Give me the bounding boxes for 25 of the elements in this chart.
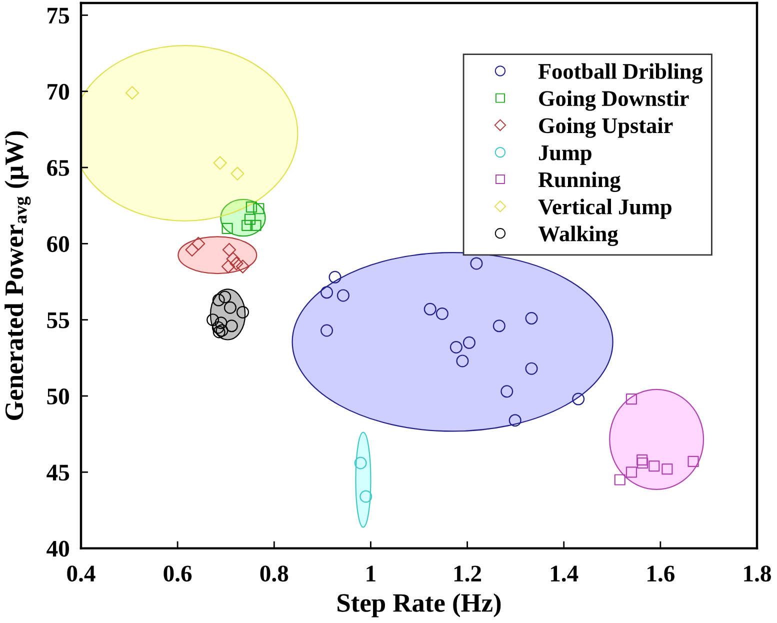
- x-tick-label: 1.8: [744, 566, 771, 582]
- legend-label: Football Dribling: [538, 63, 703, 84]
- legend-label: Going Upstair: [539, 118, 673, 138]
- x-tick-label: 1.2: [454, 566, 482, 582]
- x-tick-label: 1.4: [550, 566, 578, 582]
- legend-label: Vertical Jump: [538, 198, 672, 219]
- y-tick-label: 75: [48, 8, 70, 24]
- y-tick-label: 65: [47, 160, 70, 176]
- x-tick-label: 0.6: [164, 566, 192, 582]
- y-tick-label: 60: [47, 236, 69, 252]
- y-tick-label: 55: [47, 312, 70, 328]
- y-tick-label: 40: [46, 540, 69, 557]
- x-tick-label: 1: [366, 566, 376, 582]
- y-axis-title: Generated Power$_{avg}$ (μW): [4, 131, 31, 420]
- x-tick-label: 0.4: [67, 566, 96, 582]
- x-tick-label: 1.6: [648, 566, 674, 582]
- legend-label: Jump: [538, 146, 592, 165]
- y-tick-label: 70: [48, 84, 69, 100]
- y-tick-label: 50: [47, 388, 69, 404]
- legend-label: Running: [538, 172, 621, 192]
- x-tick-label: 0.8: [260, 566, 288, 582]
- legend-label: Walking: [538, 226, 618, 246]
- x-axis-title: Step Rate (Hz): [338, 593, 501, 618]
- y-tick-label: 45: [46, 464, 70, 481]
- legend-label: Going Downstir: [539, 90, 689, 111]
